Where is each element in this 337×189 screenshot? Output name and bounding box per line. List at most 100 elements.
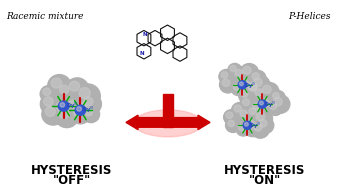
Text: Dy$^{III}$: Dy$^{III}$: [244, 81, 256, 91]
Circle shape: [55, 105, 79, 128]
Circle shape: [40, 86, 58, 102]
Circle shape: [261, 100, 269, 108]
Circle shape: [75, 84, 100, 108]
Circle shape: [69, 100, 77, 108]
Circle shape: [43, 88, 51, 96]
Circle shape: [236, 123, 250, 136]
Text: HYSTERESIS: HYSTERESIS: [224, 164, 306, 177]
Circle shape: [241, 91, 248, 97]
Circle shape: [258, 97, 277, 115]
Circle shape: [248, 82, 257, 91]
Circle shape: [254, 123, 262, 131]
Circle shape: [40, 94, 62, 114]
Circle shape: [48, 75, 71, 97]
Circle shape: [270, 90, 285, 105]
Circle shape: [239, 78, 256, 95]
Text: N: N: [143, 32, 147, 37]
Text: Dy$^{III}$: Dy$^{III}$: [83, 105, 95, 115]
Circle shape: [58, 101, 69, 111]
Circle shape: [245, 79, 265, 98]
Circle shape: [242, 81, 249, 88]
Circle shape: [249, 70, 266, 86]
Circle shape: [78, 103, 87, 111]
Circle shape: [56, 102, 66, 111]
Circle shape: [66, 78, 89, 100]
Circle shape: [85, 108, 93, 116]
Bar: [163, 94, 173, 127]
Circle shape: [274, 98, 282, 106]
Circle shape: [251, 75, 270, 94]
Text: P-Helices: P-Helices: [288, 12, 331, 21]
Circle shape: [244, 122, 248, 126]
Circle shape: [79, 88, 90, 98]
Circle shape: [42, 103, 64, 125]
Circle shape: [230, 65, 236, 71]
Circle shape: [238, 81, 247, 89]
FancyArrow shape: [126, 115, 168, 130]
Circle shape: [226, 112, 233, 119]
Circle shape: [259, 101, 263, 105]
Circle shape: [43, 97, 53, 106]
Circle shape: [224, 110, 239, 125]
Circle shape: [66, 98, 84, 115]
Circle shape: [228, 64, 242, 77]
Circle shape: [243, 66, 251, 74]
Circle shape: [255, 89, 263, 96]
Circle shape: [82, 106, 99, 123]
Text: N: N: [140, 51, 144, 56]
Circle shape: [234, 84, 240, 90]
Circle shape: [233, 67, 249, 83]
Circle shape: [75, 105, 86, 115]
Circle shape: [253, 109, 273, 128]
Circle shape: [253, 78, 262, 87]
Circle shape: [242, 99, 250, 106]
Circle shape: [60, 103, 65, 107]
Circle shape: [57, 82, 77, 102]
Circle shape: [243, 117, 263, 137]
Circle shape: [271, 95, 290, 113]
Circle shape: [221, 72, 228, 78]
Circle shape: [238, 125, 245, 131]
Circle shape: [240, 110, 247, 117]
Circle shape: [234, 105, 242, 112]
Circle shape: [219, 77, 237, 93]
Circle shape: [84, 97, 93, 106]
Circle shape: [53, 99, 74, 119]
Circle shape: [232, 102, 248, 119]
Circle shape: [235, 69, 242, 77]
Circle shape: [228, 120, 235, 127]
Circle shape: [246, 120, 254, 129]
Circle shape: [252, 73, 259, 80]
Text: Dy$^{III}$: Dy$^{III}$: [66, 101, 78, 111]
Circle shape: [251, 121, 269, 138]
Text: "ON": "ON": [249, 174, 281, 187]
Circle shape: [252, 86, 269, 102]
Circle shape: [219, 70, 234, 84]
Circle shape: [232, 82, 245, 95]
Ellipse shape: [134, 110, 202, 137]
Circle shape: [225, 118, 240, 132]
Circle shape: [239, 89, 254, 103]
Circle shape: [273, 93, 279, 99]
FancyArrow shape: [168, 115, 210, 130]
Circle shape: [249, 108, 256, 115]
Circle shape: [256, 112, 265, 121]
Circle shape: [222, 79, 230, 86]
Circle shape: [259, 120, 267, 127]
Circle shape: [51, 78, 62, 88]
Text: HYSTERESIS: HYSTERESIS: [31, 164, 113, 177]
Text: Racemic mixture: Racemic mixture: [6, 12, 84, 21]
Circle shape: [70, 105, 90, 124]
Circle shape: [59, 108, 69, 119]
Circle shape: [250, 101, 266, 116]
Circle shape: [75, 100, 94, 118]
Circle shape: [246, 81, 263, 98]
Circle shape: [60, 85, 69, 94]
Circle shape: [263, 85, 271, 94]
Circle shape: [238, 108, 254, 123]
Circle shape: [268, 101, 283, 115]
Text: Dy$^{III}$: Dy$^{III}$: [264, 100, 276, 110]
Circle shape: [270, 103, 277, 110]
Circle shape: [73, 108, 83, 116]
Circle shape: [253, 103, 260, 110]
